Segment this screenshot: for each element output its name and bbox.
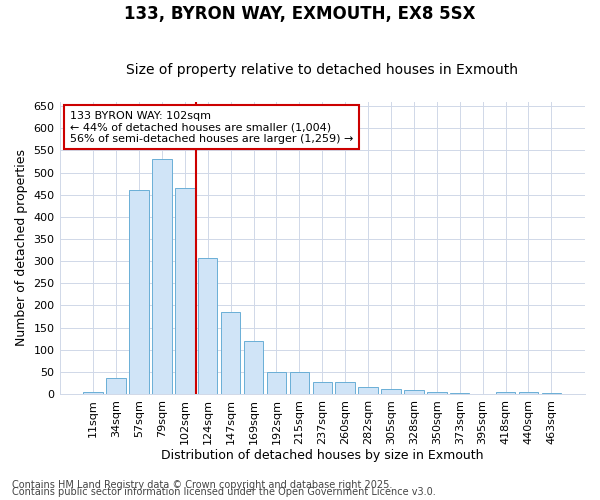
Bar [496, 392, 515, 394]
Bar [221, 312, 241, 394]
Title: Size of property relative to detached houses in Exmouth: Size of property relative to detached ho… [126, 63, 518, 77]
Bar [244, 341, 263, 394]
Bar [106, 378, 126, 394]
X-axis label: Distribution of detached houses by size in Exmouth: Distribution of detached houses by size … [161, 450, 484, 462]
Text: Contains public sector information licensed under the Open Government Licence v3: Contains public sector information licen… [12, 487, 436, 497]
Bar [267, 372, 286, 394]
Bar [83, 392, 103, 394]
Bar [450, 393, 469, 394]
Bar [358, 387, 378, 394]
Text: 133 BYRON WAY: 102sqm
← 44% of detached houses are smaller (1,004)
56% of semi-d: 133 BYRON WAY: 102sqm ← 44% of detached … [70, 110, 353, 144]
Bar [313, 382, 332, 394]
Bar [290, 372, 309, 394]
Text: Contains HM Land Registry data © Crown copyright and database right 2025.: Contains HM Land Registry data © Crown c… [12, 480, 392, 490]
Bar [542, 393, 561, 394]
Bar [404, 390, 424, 394]
Bar [175, 188, 194, 394]
Bar [381, 388, 401, 394]
Bar [519, 392, 538, 394]
Y-axis label: Number of detached properties: Number of detached properties [15, 150, 28, 346]
Bar [427, 392, 446, 394]
Bar [198, 258, 217, 394]
Bar [152, 160, 172, 394]
Bar [335, 382, 355, 394]
Text: 133, BYRON WAY, EXMOUTH, EX8 5SX: 133, BYRON WAY, EXMOUTH, EX8 5SX [124, 5, 476, 23]
Bar [129, 190, 149, 394]
